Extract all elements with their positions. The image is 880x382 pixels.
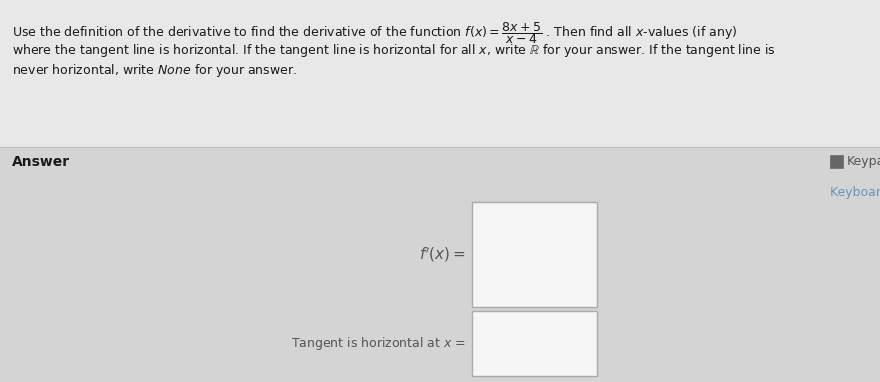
- Text: $f^{\prime}(x) =$: $f^{\prime}(x) =$: [419, 245, 466, 264]
- Bar: [472, 202, 597, 307]
- Text: where the tangent line is horizontal. If the tangent line is horizontal for all : where the tangent line is horizontal. If…: [12, 42, 776, 59]
- Text: Keyboard Shortcuts: Keyboard Shortcuts: [830, 186, 880, 199]
- Bar: [0, 147, 880, 382]
- Bar: [0, 0, 880, 147]
- Text: Use the definition of the derivative to find the derivative of the function $f(x: Use the definition of the derivative to …: [12, 20, 737, 46]
- Text: Tangent is horizontal at $x$ =: Tangent is horizontal at $x$ =: [291, 335, 466, 352]
- Text: Keypad: Keypad: [847, 155, 880, 168]
- Bar: [472, 311, 597, 376]
- Text: Answer: Answer: [12, 155, 70, 169]
- Text: never horizontal, write $\it{None}$ for your answer.: never horizontal, write $\it{None}$ for …: [12, 62, 297, 79]
- Bar: [830, 155, 843, 168]
